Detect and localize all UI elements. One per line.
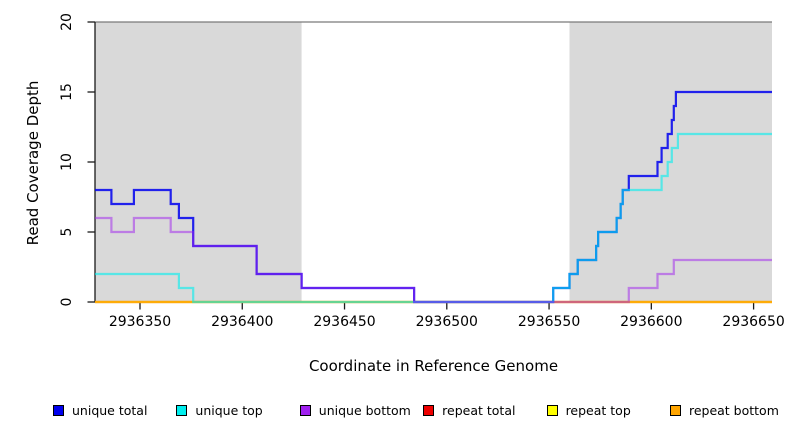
shaded-region xyxy=(95,22,302,302)
legend-item-unique-top: unique top xyxy=(176,403,299,418)
legend-label: unique bottom xyxy=(318,402,411,418)
legend: unique total unique top unique bottom repea… xyxy=(53,399,792,421)
y-tick-label: 10 xyxy=(59,153,75,171)
y-tick-label: 0 xyxy=(59,298,75,307)
series-line-unique-bottom xyxy=(95,216,772,304)
legend-item-repeat-bottom: repeat bottom xyxy=(669,402,792,418)
x-tick-label: 2936650 xyxy=(722,314,784,330)
x-axis-title: Coordinate in Reference Genome xyxy=(308,357,559,375)
y-axis-title: Read Coverage Depth xyxy=(24,80,42,246)
legend-label: unique top xyxy=(195,402,263,418)
legend-swatch-repeat-total xyxy=(423,404,435,416)
legend-swatch-repeat-top xyxy=(546,404,558,416)
x-tick-label: 2936400 xyxy=(211,314,273,330)
legend-swatch-unique-top xyxy=(176,404,188,416)
legend-swatch-unique-total xyxy=(53,404,64,416)
x-tick-label: 2936450 xyxy=(313,314,375,330)
legend-item-unique-bottom: unique bottom xyxy=(299,402,423,418)
legend-item-repeat-total: repeat total xyxy=(423,403,546,418)
legend-swatch-unique-bottom xyxy=(299,404,311,416)
x-tick-label: 2936550 xyxy=(518,314,580,330)
legend-item-repeat-top: repeat top xyxy=(546,402,670,418)
y-tick-label: 20 xyxy=(59,13,75,31)
legend-label: repeat bottom xyxy=(688,402,779,418)
legend-swatch-repeat-bottom xyxy=(669,404,681,416)
legend-label: unique total xyxy=(72,402,148,418)
x-tick-label: 2936350 xyxy=(109,314,171,330)
legend-label: repeat top xyxy=(565,402,631,418)
y-tick-label: 5 xyxy=(59,228,75,237)
x-tick-label: 2936500 xyxy=(416,314,478,330)
x-tick-label: 2936600 xyxy=(620,314,682,330)
legend-item-unique-total: unique total xyxy=(53,403,176,418)
legend-label: repeat total xyxy=(442,402,516,418)
y-tick-label: 15 xyxy=(59,83,75,101)
